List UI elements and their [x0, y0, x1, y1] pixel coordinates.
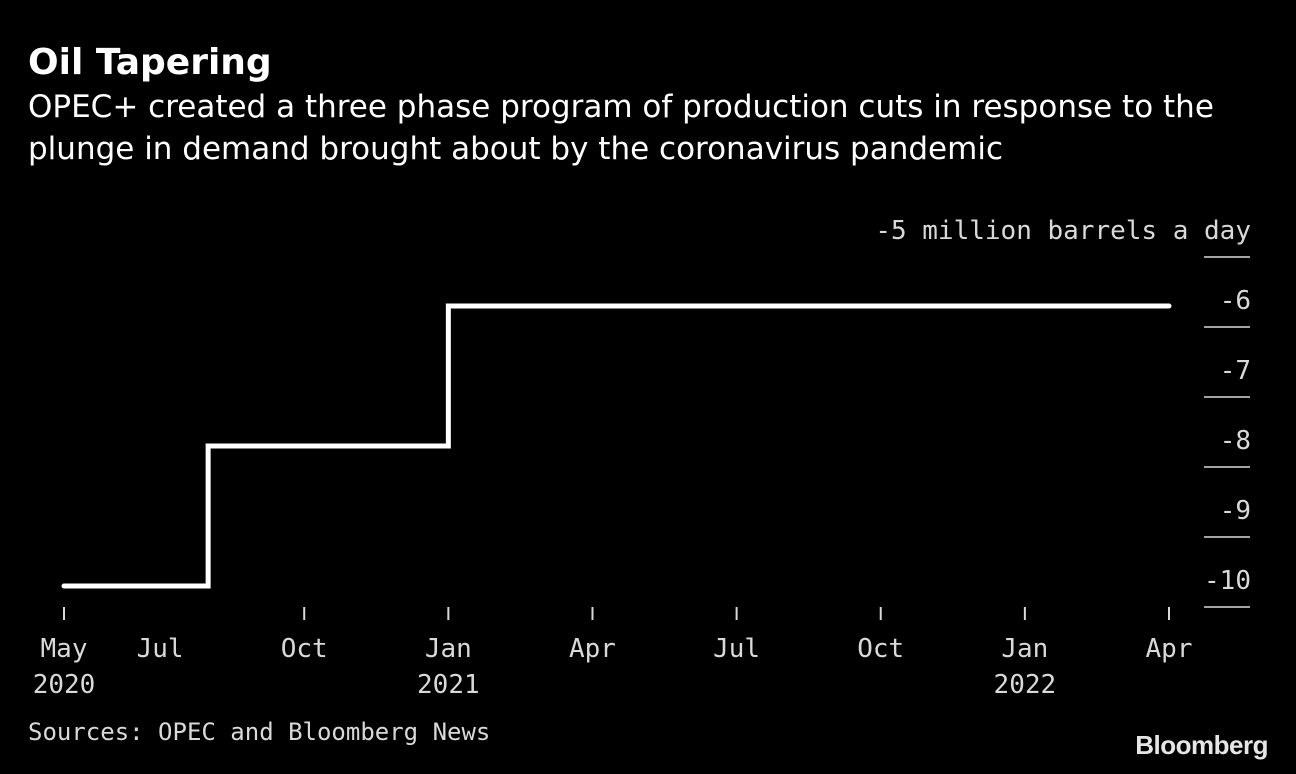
x-tick-year-label: 2021 [417, 670, 480, 700]
x-tick-label: Jul [137, 634, 184, 664]
chart-title: Oil Tapering [28, 42, 272, 83]
x-tick-label: Oct [281, 634, 328, 664]
bloomberg-logo: Bloomberg [1135, 730, 1268, 760]
chart-subtitle: OPEC+ created a three phase program of p… [28, 89, 1214, 167]
y-tick-label: -8 [1220, 426, 1251, 456]
x-tick-label: Jan [1001, 634, 1048, 664]
series-line [61, 303, 1172, 589]
chart-area: -5 million barrels a day -6 -7 -8 -9 -10 May 2… [33, 216, 1251, 700]
x-tick-label: Jul [713, 634, 760, 664]
x-tick-year-label: 2022 [994, 670, 1057, 700]
plot-series [61, 303, 1172, 589]
y-axis-unit-label: -5 million barrels a day [875, 216, 1251, 246]
x-tick-label: May [41, 634, 88, 664]
x-axis: May 2020 Jul Oct Jan 2021 Apr Jul Oct Jan 2022 Apr [33, 607, 1193, 700]
y-tick-label: -7 [1220, 356, 1251, 386]
x-tick-year-label: 2020 [33, 670, 96, 700]
source-note: Sources: OPEC and Bloomberg News [28, 718, 491, 746]
y-axis: -5 million barrels a day -6 -7 -8 -9 -10 [875, 216, 1251, 608]
x-tick-label: Apr [1146, 634, 1193, 664]
x-tick-label: Jan [425, 634, 472, 664]
y-tick-label: -6 [1220, 286, 1251, 316]
y-tick-label: -10 [1204, 566, 1251, 596]
y-tick-label: -9 [1220, 496, 1251, 526]
x-tick-label: Oct [857, 634, 904, 664]
x-tick-label: Apr [569, 634, 616, 664]
